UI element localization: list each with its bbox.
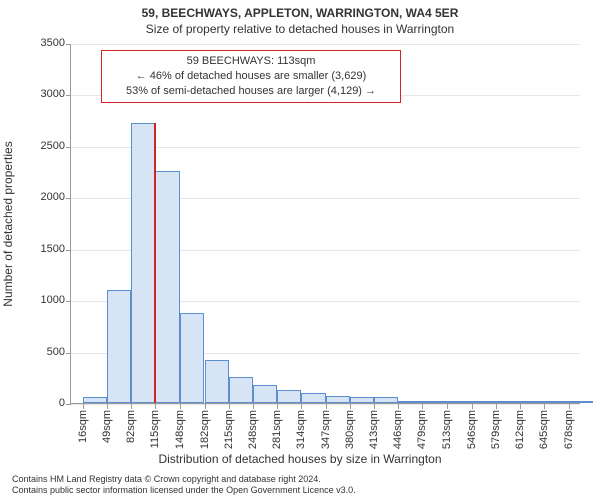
y-tick-label: 3000 [25,88,65,100]
histogram-bar [131,123,155,403]
x-tick-label: 546sqm [466,410,478,449]
chart-title-line2: Size of property relative to detached ho… [0,22,600,36]
histogram-bar [83,397,107,403]
x-tick-label: 446sqm [392,410,404,449]
histogram-bar [520,401,544,403]
x-tick-label: 248sqm [247,410,259,449]
histogram-bar [398,401,422,403]
histogram-bar [155,171,179,403]
histogram-bar [374,397,398,403]
x-tick-label: 612sqm [514,410,526,449]
histogram-bar [447,401,471,403]
histogram-bar [205,360,229,403]
footer-line2: Contains public sector information licen… [12,485,356,496]
x-tick-label: 215sqm [223,410,235,449]
x-tick-label: 579sqm [490,410,502,449]
x-tick-label: 645sqm [538,410,550,449]
x-tick-label: 479sqm [416,410,428,449]
annotation-line: ← 46% of detached houses are smaller (3,… [108,69,394,84]
x-axis-label: Distribution of detached houses by size … [0,452,600,466]
y-tick-label: 2500 [25,140,65,152]
x-tick-label: 513sqm [441,410,453,449]
histogram-bar [544,401,568,403]
x-tick-label: 347sqm [320,410,332,449]
annotation-line: 59 BEECHWAYS: 113sqm [108,54,394,69]
histogram-bar [496,401,520,403]
histogram-bar [350,397,374,403]
attribution-footer: Contains HM Land Registry data © Crown c… [12,474,356,497]
chart-container: 59, BEECHWAYS, APPLETON, WARRINGTON, WA4… [0,0,600,500]
histogram-bar [180,313,204,404]
annotation-line: 53% of semi-detached houses are larger (… [108,84,394,99]
histogram-bar [326,396,350,403]
x-tick-label: 380sqm [344,410,356,449]
x-tick-label: 16sqm [77,410,89,443]
y-tick-label: 1000 [25,294,65,306]
footer-line1: Contains HM Land Registry data © Crown c… [12,474,356,485]
y-tick-label: 500 [25,346,65,358]
chart-title-line1: 59, BEECHWAYS, APPLETON, WARRINGTON, WA4… [0,6,600,20]
x-tick-label: 182sqm [199,410,211,449]
x-tick-label: 115sqm [149,410,161,448]
histogram-bar [301,393,325,403]
histogram-bar [253,385,277,404]
x-tick-label: 281sqm [271,410,283,449]
x-tick-label: 148sqm [174,410,186,449]
reference-marker [154,123,156,403]
y-tick-label: 0 [25,397,65,409]
y-tick-label: 2000 [25,191,65,203]
histogram-bar [422,401,446,403]
annotation-box: 59 BEECHWAYS: 113sqm← 46% of detached ho… [101,50,401,103]
x-tick-label: 49sqm [101,410,113,443]
gridline [71,44,580,45]
x-tick-label: 678sqm [563,410,575,449]
x-tick-label: 82sqm [125,410,137,443]
histogram-bar [277,390,301,403]
x-tick-label: 413sqm [368,410,380,449]
y-tick-label: 3500 [25,37,65,49]
histogram-bar [472,401,496,403]
histogram-bar [229,377,253,403]
histogram-bar [569,401,593,403]
y-axis-label: Number of detached properties [1,141,15,306]
histogram-bar [107,290,131,403]
x-tick-label: 314sqm [295,410,307,449]
plot-area: 050010001500200025003000350016sqm49sqm82… [70,44,580,404]
y-tick-label: 1500 [25,243,65,255]
